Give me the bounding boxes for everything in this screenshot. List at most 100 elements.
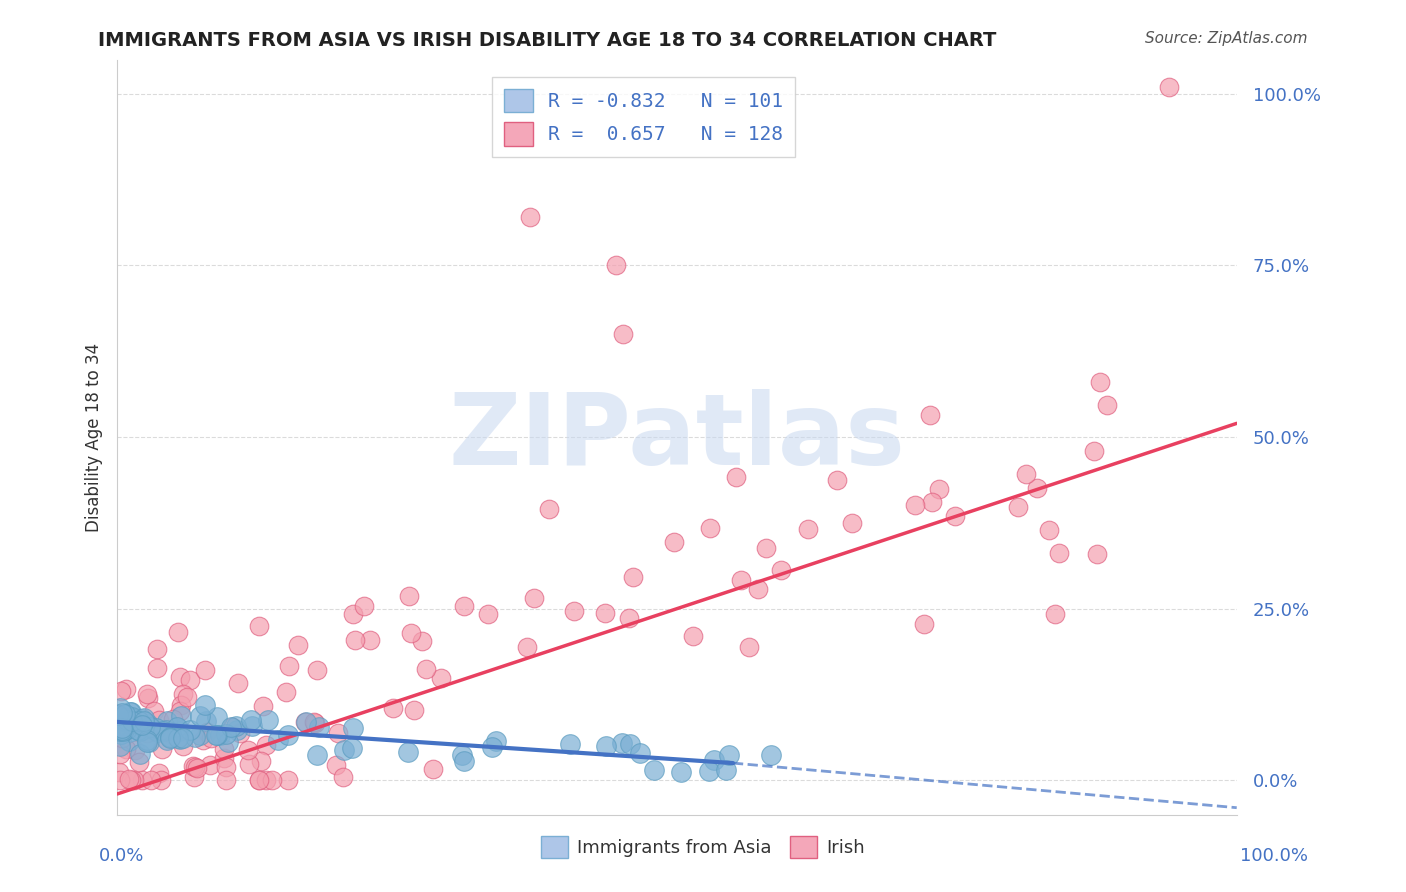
Point (1038, 524, 1060, 538)
Point (117, 713, 139, 727)
Point (183, 730, 205, 744)
Point (155, 723, 177, 737)
Point (342, 607, 364, 622)
Point (110, 747, 132, 762)
Point (131, 772, 153, 787)
Point (127, 723, 149, 738)
Point (131, 717, 153, 731)
Point (398, 589, 420, 603)
Point (188, 728, 211, 742)
Point (145, 721, 167, 735)
Point (172, 687, 194, 701)
Point (236, 743, 259, 757)
Point (415, 662, 437, 676)
Point (485, 734, 508, 748)
Point (305, 663, 328, 677)
Point (212, 741, 235, 756)
Point (148, 713, 170, 727)
Point (451, 748, 474, 763)
Point (167, 624, 190, 639)
Point (118, 772, 141, 787)
Point (108, 764, 131, 779)
Point (671, 765, 693, 780)
Point (115, 682, 138, 697)
Point (198, 757, 221, 772)
Point (183, 770, 205, 784)
Point (304, 715, 326, 730)
Point (718, 747, 741, 762)
Point (537, 502, 560, 516)
Point (166, 720, 188, 734)
Point (918, 409, 941, 423)
Point (562, 604, 585, 618)
Point (769, 563, 792, 577)
Point (738, 640, 761, 655)
Point (115, 714, 138, 728)
Point (402, 703, 425, 717)
Point (612, 736, 634, 750)
Point (167, 722, 190, 736)
Point (121, 714, 143, 728)
Point (107, 713, 129, 727)
Point (326, 726, 349, 740)
Point (146, 661, 169, 675)
Point (156, 724, 179, 739)
Point (146, 642, 169, 657)
Point (247, 772, 270, 787)
Point (152, 723, 174, 738)
Point (344, 632, 367, 647)
Point (267, 732, 290, 747)
Point (254, 739, 277, 753)
Point (257, 713, 280, 727)
Point (516, 640, 538, 654)
Point (477, 607, 499, 622)
Point (558, 737, 581, 751)
Point (121, 714, 143, 729)
Point (120, 711, 142, 725)
Point (132, 711, 155, 725)
Point (928, 483, 950, 497)
Point (643, 763, 665, 777)
Point (129, 747, 152, 761)
Point (628, 746, 651, 760)
Point (1043, 607, 1066, 621)
Point (135, 732, 157, 747)
Point (205, 728, 228, 742)
Point (172, 731, 194, 746)
Point (1088, 375, 1111, 389)
Point (1097, 398, 1119, 412)
Text: 100.0%: 100.0% (1240, 847, 1308, 865)
Point (179, 673, 201, 688)
Point (332, 743, 354, 757)
Point (262, 772, 284, 787)
Point (131, 712, 153, 726)
Point (252, 698, 274, 713)
Point (125, 715, 148, 730)
Point (519, 211, 541, 225)
Point (112, 723, 135, 738)
Point (215, 726, 238, 740)
Point (619, 737, 641, 751)
Point (148, 766, 170, 780)
Point (205, 728, 228, 742)
Point (353, 599, 375, 613)
Point (797, 522, 820, 536)
Point (176, 690, 198, 705)
Point (181, 758, 204, 772)
Point (167, 724, 190, 739)
Point (110, 727, 132, 741)
Point (943, 508, 966, 523)
Point (143, 723, 166, 738)
Point (155, 733, 177, 747)
Point (697, 764, 720, 779)
Point (138, 735, 160, 749)
Point (921, 494, 943, 508)
Point (724, 470, 747, 484)
Point (593, 606, 616, 620)
Point (755, 541, 778, 555)
Point (124, 743, 146, 757)
Point (240, 719, 263, 733)
Point (117, 722, 139, 736)
Point (111, 731, 134, 745)
Point (228, 726, 250, 740)
